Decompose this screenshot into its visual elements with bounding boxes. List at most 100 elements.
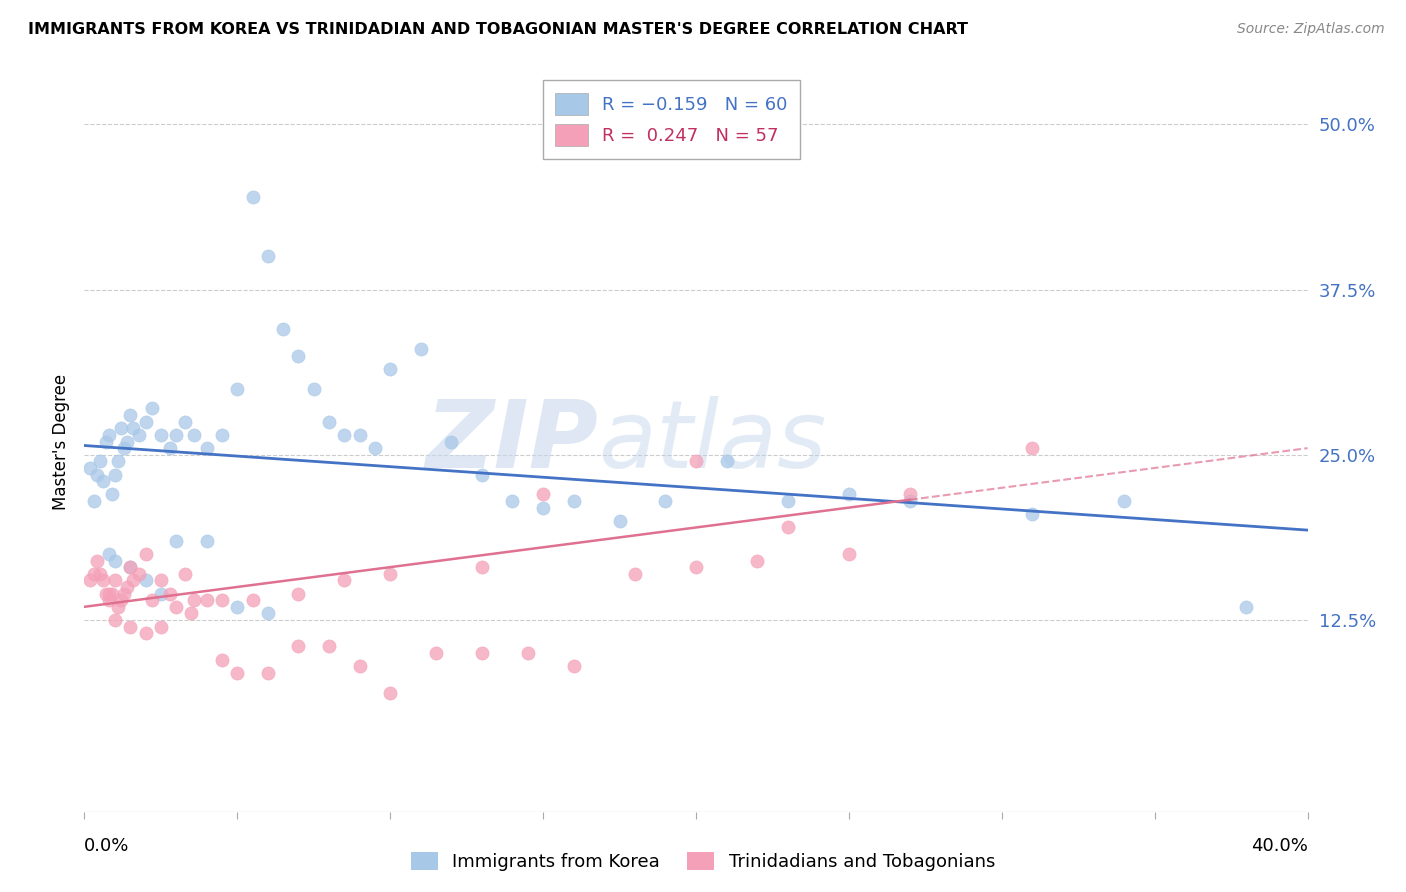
Point <box>654 494 676 508</box>
Point <box>120 620 142 634</box>
Point <box>502 494 524 508</box>
Legend: R = −0.159   N = 60, R =  0.247   N = 57: R = −0.159 N = 60, R = 0.247 N = 57 <box>543 80 800 159</box>
Point <box>349 659 371 673</box>
Point <box>257 665 280 680</box>
Point <box>97 586 120 600</box>
Point <box>898 487 921 501</box>
Point <box>110 421 132 435</box>
Point <box>195 593 218 607</box>
Point <box>180 607 202 621</box>
Text: Source: ZipAtlas.com: Source: ZipAtlas.com <box>1237 22 1385 37</box>
Point <box>624 566 647 581</box>
Point <box>165 428 187 442</box>
Point <box>79 574 101 588</box>
Point <box>104 467 127 482</box>
Point <box>159 441 181 455</box>
Point <box>195 533 218 548</box>
Point <box>112 441 135 455</box>
Point <box>97 428 120 442</box>
Point <box>101 487 124 501</box>
Point <box>89 566 111 581</box>
Y-axis label: Master's Degree: Master's Degree <box>52 374 70 509</box>
Point <box>302 382 325 396</box>
Point <box>94 586 117 600</box>
Point <box>271 322 294 336</box>
Point <box>1021 508 1043 522</box>
Point <box>318 415 340 429</box>
Point <box>471 467 494 482</box>
Point <box>898 494 921 508</box>
Point <box>174 566 197 581</box>
Point <box>83 494 105 508</box>
Point <box>115 580 138 594</box>
Point <box>211 428 233 442</box>
Point <box>86 467 108 482</box>
Point <box>135 626 157 640</box>
Point <box>97 547 120 561</box>
Point <box>107 454 129 468</box>
Point <box>149 586 172 600</box>
Point <box>257 250 280 264</box>
Point <box>838 487 860 501</box>
Legend: Immigrants from Korea, Trinidadians and Tobagonians: Immigrants from Korea, Trinidadians and … <box>404 845 1002 879</box>
Text: 40.0%: 40.0% <box>1251 837 1308 855</box>
Point <box>141 593 163 607</box>
Point <box>287 586 309 600</box>
Point <box>349 428 371 442</box>
Point <box>91 474 114 488</box>
Point <box>165 599 187 614</box>
Point <box>115 434 138 449</box>
Point <box>380 361 402 376</box>
Text: IMMIGRANTS FROM KOREA VS TRINIDADIAN AND TOBAGONIAN MASTER'S DEGREE CORRELATION : IMMIGRANTS FROM KOREA VS TRINIDADIAN AND… <box>28 22 969 37</box>
Point <box>1114 494 1136 508</box>
Point <box>122 574 145 588</box>
Point <box>86 553 108 567</box>
Point <box>107 599 129 614</box>
Text: atlas: atlas <box>598 396 827 487</box>
Point <box>174 415 197 429</box>
Point <box>318 640 340 654</box>
Point <box>716 454 738 468</box>
Point <box>149 428 172 442</box>
Point <box>83 566 105 581</box>
Point <box>149 620 172 634</box>
Point <box>128 566 150 581</box>
Point <box>287 349 309 363</box>
Point <box>380 566 402 581</box>
Point <box>120 560 142 574</box>
Point <box>183 428 205 442</box>
Point <box>183 593 205 607</box>
Point <box>135 547 157 561</box>
Point <box>516 646 538 660</box>
Point <box>128 428 150 442</box>
Point <box>226 599 249 614</box>
Point <box>409 342 432 356</box>
Point <box>1236 599 1258 614</box>
Text: 0.0%: 0.0% <box>84 837 129 855</box>
Point <box>747 553 769 567</box>
Point <box>531 500 554 515</box>
Point <box>287 640 309 654</box>
Point <box>141 401 163 416</box>
Point <box>149 574 172 588</box>
Point <box>122 421 145 435</box>
Point <box>195 441 218 455</box>
Point <box>838 547 860 561</box>
Point <box>776 520 799 534</box>
Point <box>159 586 181 600</box>
Point <box>135 574 157 588</box>
Point <box>89 454 111 468</box>
Point <box>471 646 494 660</box>
Point <box>104 574 127 588</box>
Point <box>79 461 101 475</box>
Point <box>226 665 249 680</box>
Point <box>101 586 124 600</box>
Point <box>333 428 356 442</box>
Point <box>104 553 127 567</box>
Point <box>94 434 117 449</box>
Point <box>91 574 114 588</box>
Point <box>211 653 233 667</box>
Point <box>562 659 585 673</box>
Text: ZIP: ZIP <box>425 395 598 488</box>
Point <box>257 607 280 621</box>
